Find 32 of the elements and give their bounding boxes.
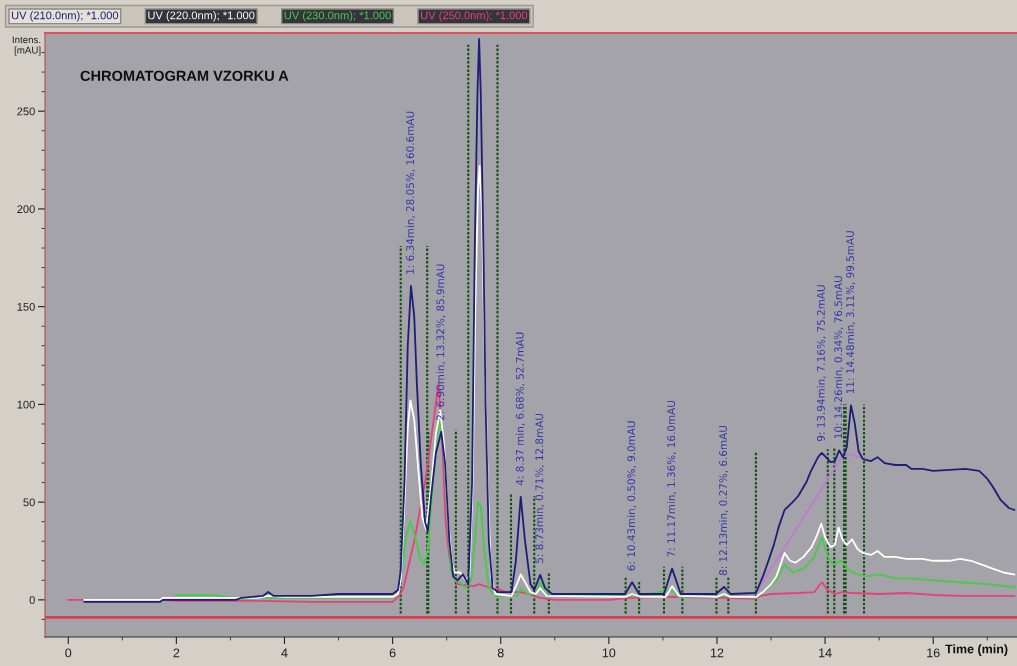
annotation: 2: 6.90min, 13.32%, 85.9mAU [436,264,446,421]
y-tick-label: 250 [17,107,35,116]
x-tick-label: 4 [281,648,288,658]
x-tick-label: 0 [65,648,72,658]
text: UV (220.0nm); *1.000 [148,11,255,22]
y-axis-title: Intens. [mAU] [12,36,41,56]
y-tick-label: 50 [23,498,35,507]
y-tick-label: 0 [29,596,35,604]
y-tick-label: 200 [17,205,35,214]
annotation: 4: 8.37 min, 6.68%, 52.7mAU [515,332,525,486]
annotation: 1: 6.34min, 28.05%, 160.6mAU [405,111,416,274]
x-tick-label: 16 [927,648,940,658]
annotation: 8: 12.13min, 0.27%, 6.6mAU [718,426,729,576]
y-tick-label: 150 [17,302,35,311]
x-tick-label: 6 [389,648,396,658]
x-tick-label: 8 [497,648,504,658]
x-tick-label: 2 [173,648,180,658]
annotation: 9: 13.94min, 7.16%, 75.2mAU [816,285,826,442]
x-tick-label: 12 [710,648,724,658]
annotation: 5: 8.73min, 0.71%, 12.8mAU [535,413,545,563]
text: UV (250.0nm); *1.000 [421,11,528,22]
annotation: 10: 14.26min, 0.34%, 76.5mAU [834,276,844,439]
annotation: 11: 14.48min, 3.11%, 99.5mAU [845,231,856,394]
text: UV (210.0nm); *1.000 [11,11,119,22]
y-tick-label: 100 [17,400,35,409]
text: UV (230.0nm); *1.000 [284,11,391,22]
x-axis-title: Time (min) [945,644,1008,656]
x-tick-label: 14 [819,648,832,658]
annotation: 7: 11.17min, 1.36%, 16.0mAU [667,401,677,557]
x-tick-label: 10 [602,648,616,658]
text: CHROMATOGRAM VZORKU A [80,70,289,82]
annotation: 6: 10.43min, 0.50%, 9.0mAU [627,421,637,571]
